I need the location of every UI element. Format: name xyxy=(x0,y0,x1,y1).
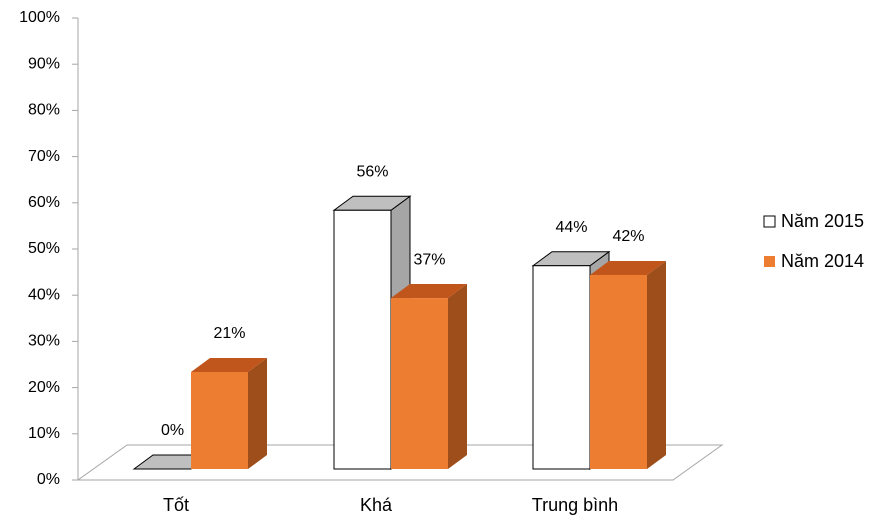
legend-swatch xyxy=(763,215,776,228)
y-tick-label: 40% xyxy=(28,286,60,303)
value-label: 37% xyxy=(413,251,445,268)
x-tick-label: Tốt xyxy=(163,495,189,515)
value-label: 44% xyxy=(555,219,587,236)
bar-side xyxy=(448,284,467,469)
legend-label: Năm 2014 xyxy=(781,251,864,271)
bar xyxy=(532,265,591,470)
bar-side xyxy=(248,357,267,469)
y-tick-label: 20% xyxy=(28,379,60,396)
y-tick-label: 60% xyxy=(28,194,60,211)
value-label: 42% xyxy=(612,228,644,245)
bar xyxy=(191,371,248,469)
legend-swatch xyxy=(764,256,775,267)
bar-top xyxy=(391,284,467,299)
y-tick-label: 10% xyxy=(28,425,60,442)
bar-top xyxy=(191,357,267,372)
bar-top xyxy=(590,260,666,275)
value-label: 21% xyxy=(213,325,245,342)
y-tick-label: 70% xyxy=(28,148,60,165)
value-label: 56% xyxy=(356,163,388,180)
legend-label: Năm 2015 xyxy=(781,211,864,231)
bar xyxy=(590,274,647,469)
x-tick-label: Khá xyxy=(360,495,393,515)
bar xyxy=(391,298,448,469)
y-tick-label: 30% xyxy=(28,333,60,350)
y-tick-label: 90% xyxy=(28,55,60,72)
y-tick-label: 100% xyxy=(19,9,60,26)
y-tick-label: 0% xyxy=(37,471,60,488)
y-tick-label: 50% xyxy=(28,240,60,257)
y-tick-label: 80% xyxy=(28,102,60,119)
bar-side xyxy=(647,260,666,469)
bar xyxy=(333,209,392,470)
value-label: 0% xyxy=(161,422,184,439)
x-tick-label: Trung bình xyxy=(532,495,618,515)
